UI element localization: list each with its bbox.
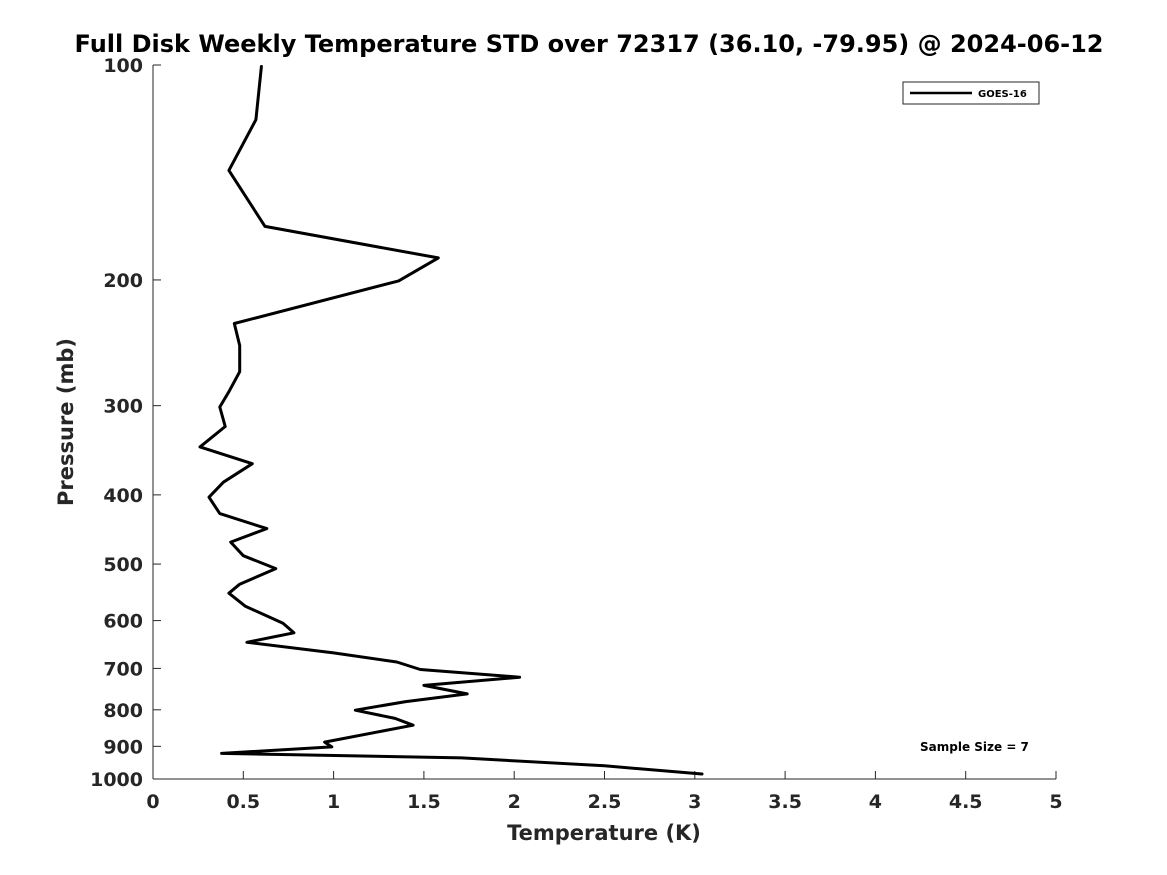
y-tick-label: 300 [103,396,143,418]
y-axis-label: Pressure (mb) [54,338,78,506]
y-tick-label: 600 [103,611,143,633]
x-tick-label: 4.5 [949,791,983,813]
series-line-goes-16 [198,65,704,776]
y-tick-label: 500 [103,554,143,576]
x-tick-label: 1 [327,791,340,813]
y-tick-label: 400 [103,485,143,507]
chart-title: Full Disk Weekly Temperature STD over 72… [75,30,1104,58]
y-tick-label: 700 [103,658,143,680]
x-tick-label: 3.5 [768,791,802,813]
y-tick-label: 1000 [90,769,143,791]
legend-entry-goes-16: GOES-16 [978,89,1027,100]
y-tick-label: 800 [103,700,143,722]
x-tick-label: 3 [688,791,701,813]
x-ticks: 0 0.5 1 1.5 2 2.5 3 3.5 4 4.5 5 [146,771,1063,813]
y-tick-label: 100 [103,55,143,77]
y-tick-label: 900 [103,736,143,758]
sample-size-annotation: Sample Size = 7 [920,740,1029,754]
x-tick-label: 0 [146,791,159,813]
x-axis-label: Temperature (K) [507,821,701,845]
x-tick-label: 4 [869,791,882,813]
legend: GOES-16 [902,81,1040,105]
x-tick-label: 1.5 [407,791,441,813]
y-tick-label: 200 [103,270,143,292]
x-tick-label: 2.5 [588,791,622,813]
x-tick-label: 5 [1049,791,1062,813]
x-tick-label: 0.5 [226,791,260,813]
series-lines [198,65,704,776]
y-ticks: 100 200 300 400 500 600 700 800 900 1000 [90,55,161,791]
x-tick-label: 2 [508,791,521,813]
